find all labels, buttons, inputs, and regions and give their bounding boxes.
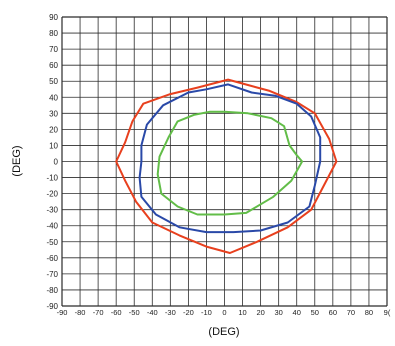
- x-tick-label: 10: [238, 308, 246, 317]
- y-tick-label: -80: [46, 286, 58, 295]
- y-tick-label: -40: [46, 222, 58, 231]
- x-tick-label: -50: [129, 308, 140, 317]
- x-tick-label: -30: [165, 308, 176, 317]
- y-tick-label: 20: [49, 125, 58, 134]
- x-tick-label: -20: [183, 308, 194, 317]
- x-tick-label: 70: [347, 308, 355, 317]
- y-tick-label: 70: [49, 45, 58, 54]
- y-tick-label: 90: [49, 13, 58, 22]
- x-tick-label: 50: [311, 308, 319, 317]
- series-line-3: [156, 110, 304, 216]
- y-tick-label: 10: [49, 141, 58, 150]
- y-tick-label: 60: [49, 61, 58, 70]
- x-tick-label: 9(: [384, 308, 391, 317]
- y-tick-label: -10: [46, 174, 58, 183]
- series-line-2: [138, 83, 322, 234]
- x-tick-label: 30: [274, 308, 282, 317]
- x-tick-label: -10: [201, 308, 212, 317]
- y-tick-label: -50: [46, 238, 58, 247]
- x-tick-label: 80: [365, 308, 373, 317]
- x-tick-label: 0: [222, 308, 226, 317]
- y-tick-label: -60: [46, 254, 58, 263]
- y-tick-label: 0: [54, 158, 59, 167]
- x-tick-label: -70: [93, 308, 104, 317]
- y-tick-label: -20: [46, 190, 58, 199]
- x-tick-label: 40: [293, 308, 301, 317]
- series-group: [115, 78, 338, 254]
- y-tick-label: -30: [46, 206, 58, 215]
- x-tick-label: -90: [57, 308, 68, 317]
- y-axis-label: (DEG): [11, 145, 23, 176]
- x-tick-label: -40: [147, 308, 158, 317]
- y-tick-label: 50: [49, 77, 58, 86]
- y-tick-label: -70: [46, 270, 58, 279]
- y-axis-ticks: 90 80 70 60 50 40 30 20 10 0 -10 -20 -30 -40 -50 -60 -70…: [46, 13, 58, 311]
- x-axis-ticks: -90 -80 -70 -60 -50 -40 -30 -20 -10 0 10 20 30 40 50 60…: [57, 308, 391, 317]
- y-tick-label: -90: [46, 302, 58, 311]
- x-tick-label: 20: [256, 308, 264, 317]
- series-line-1: [115, 78, 338, 254]
- y-tick-label: 80: [49, 29, 58, 38]
- x-tick-label: -60: [111, 308, 122, 317]
- x-tick-label: 60: [329, 308, 337, 317]
- x-axis-label: (DEG): [208, 326, 239, 338]
- y-tick-label: 30: [49, 109, 58, 118]
- x-tick-label: -80: [75, 308, 86, 317]
- grid: [61, 16, 388, 307]
- y-tick-label: 40: [49, 93, 58, 102]
